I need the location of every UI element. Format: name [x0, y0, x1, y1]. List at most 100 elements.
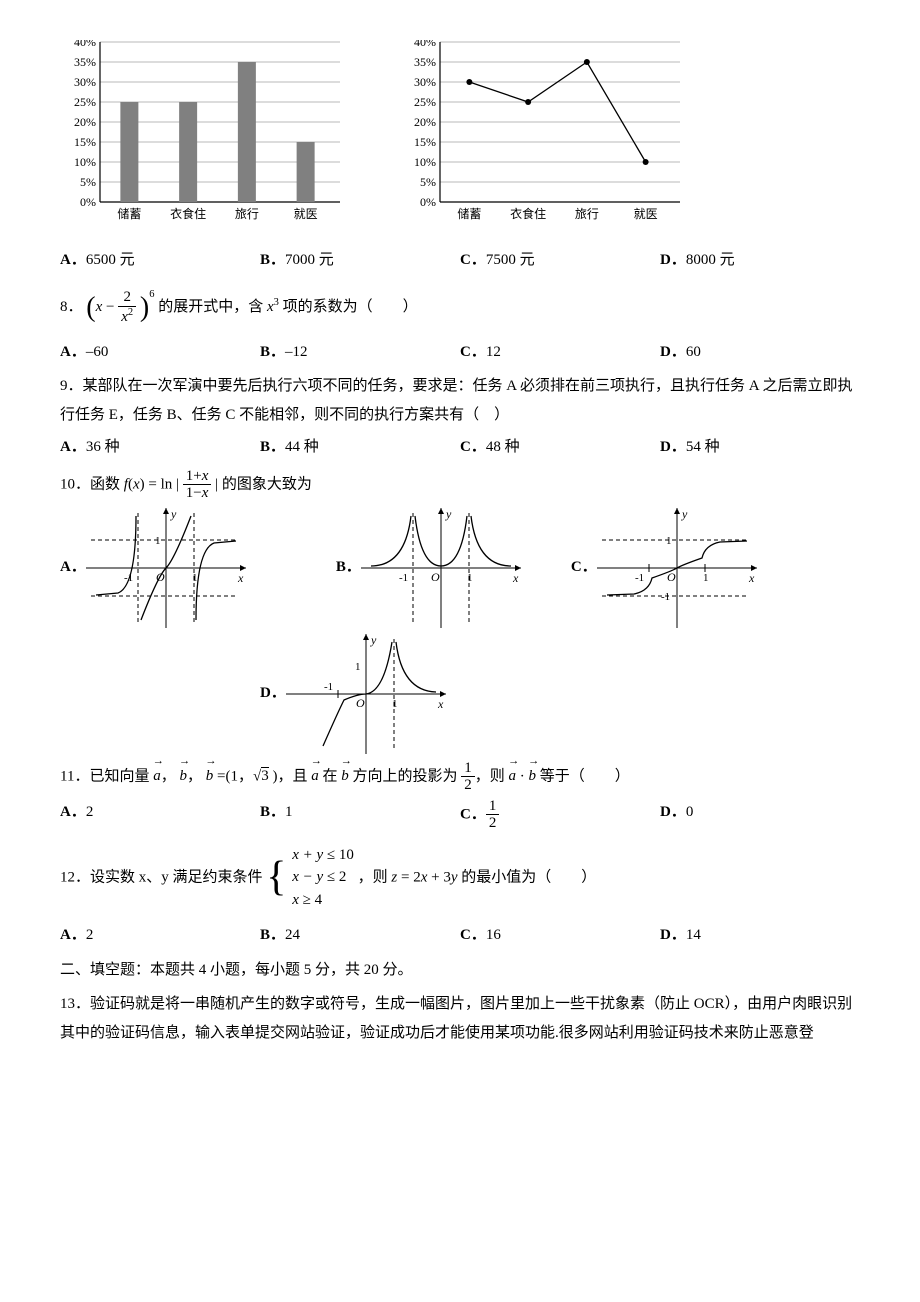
svg-text:就医: 就医 — [634, 207, 658, 221]
svg-text:1: 1 — [703, 572, 709, 584]
opt-a: A．2 — [60, 921, 260, 950]
svg-text:y: y — [681, 508, 688, 521]
q8: 8． (x − 2x2 )6 的展开式中，含 x3 项的系数为（ ） — [60, 281, 860, 334]
opt-d: D．14 — [660, 921, 860, 950]
q11-num: 11 — [60, 768, 74, 784]
svg-text:0%: 0% — [420, 195, 436, 209]
svg-text:30%: 30% — [74, 75, 96, 89]
opt-d: D．8000 元 — [660, 246, 860, 275]
q8-num: 8 — [60, 299, 68, 315]
svg-text:储蓄: 储蓄 — [117, 206, 141, 221]
q11-options: A．2 B．1 C．12 D．0 — [60, 798, 860, 832]
charts-row: 0% 5% 10% 15% 20% 25% 30% 35% 40% 储蓄 衣食住 旅行 就医 0% 5% 1… — [60, 40, 860, 240]
opt-a: A．6500 元 — [60, 246, 260, 275]
svg-text:20%: 20% — [74, 115, 96, 129]
svg-text:1: 1 — [666, 535, 672, 547]
opt-a: A．–60 — [60, 338, 260, 367]
svg-text:20%: 20% — [414, 115, 436, 129]
q8-expression: ( — [86, 281, 95, 334]
svg-text:衣食住: 衣食住 — [510, 206, 546, 221]
svg-text:O: O — [431, 570, 440, 584]
sys-line-1: x + y ≤ 10 — [292, 844, 354, 867]
svg-text:-1: -1 — [124, 572, 133, 584]
svg-text:0%: 0% — [80, 195, 96, 209]
svg-text:25%: 25% — [414, 95, 436, 109]
opt-d: D．60 — [660, 338, 860, 367]
opt-c: C．7500 元 — [460, 246, 660, 275]
opt-b: B．–12 — [260, 338, 460, 367]
opt-c: C．12 — [460, 798, 660, 832]
svg-text:25%: 25% — [74, 95, 96, 109]
q13: 13．验证码就是将一串随机产生的数字或符号，生成一幅图片，图片里加上一些干扰象素… — [60, 990, 860, 1047]
svg-text:35%: 35% — [74, 55, 96, 69]
svg-text:35%: 35% — [414, 55, 436, 69]
svg-text:15%: 15% — [74, 135, 96, 149]
svg-text:x: x — [748, 571, 755, 585]
opt-b: B．24 — [260, 921, 460, 950]
svg-text:1: 1 — [155, 535, 161, 547]
svg-text:x: x — [512, 571, 519, 585]
q10-opt-b: B． x y O-11 — [336, 508, 521, 628]
opt-b: B．44 种 — [260, 433, 460, 462]
opt-a: A．2 — [60, 798, 260, 832]
graph-b: x y O -1 1 — [361, 508, 521, 628]
svg-text:-1: -1 — [661, 591, 670, 603]
section2-title: 二、填空题：本题共 4 小题，每小题 5 分，共 20 分。 — [60, 956, 860, 985]
svg-text:1: 1 — [192, 572, 198, 584]
q7-options: A．6500 元 B．7000 元 C．7500 元 D．8000 元 — [60, 246, 860, 275]
svg-text:x: x — [437, 697, 444, 711]
opt-c: C．48 种 — [460, 433, 660, 462]
graph-a: x y O-111 — [86, 508, 246, 628]
svg-text:30%: 30% — [414, 75, 436, 89]
svg-text:x: x — [237, 571, 244, 585]
q8-options: A．–60 B．–12 C．12 D．60 — [60, 338, 860, 367]
svg-text:5%: 5% — [420, 175, 436, 189]
q10-graphs-row1: A． x y O-111 B． x y O-11 C． x y O-111-1 — [60, 508, 860, 628]
svg-text:15%: 15% — [414, 135, 436, 149]
q13-num: 13 — [60, 996, 75, 1012]
svg-text:O: O — [356, 696, 365, 710]
opt-c: C．16 — [460, 921, 660, 950]
svg-text:-1: -1 — [324, 681, 333, 693]
q10-opt-d: D． x y O-111 — [260, 634, 446, 754]
svg-text:就医: 就医 — [294, 207, 318, 221]
svg-text:1: 1 — [392, 698, 398, 710]
svg-text:1: 1 — [355, 661, 361, 673]
sys-line-3: x ≥ 4 — [292, 889, 354, 912]
q10-graphs-row2: D． x y O-111 — [60, 634, 860, 754]
q12-options: A．2 B．24 C．16 D．14 — [60, 921, 860, 950]
opt-b: B．1 — [260, 798, 460, 832]
svg-text:y: y — [445, 508, 452, 521]
svg-text:y: y — [370, 634, 377, 647]
opt-c: C．12 — [460, 338, 660, 367]
svg-text:储蓄: 储蓄 — [457, 206, 481, 221]
svg-text:10%: 10% — [74, 155, 96, 169]
svg-text:5%: 5% — [80, 175, 96, 189]
q10-num: 10 — [60, 476, 75, 492]
q9-options: A．36 种 B．44 种 C．48 种 D．54 种 — [60, 433, 860, 462]
q12-num: 12 — [60, 869, 75, 885]
bar-chart: 0%5%10%15%20%25%30%35%40%储蓄衣食住旅行就医 — [60, 40, 340, 240]
opt-b: B．7000 元 — [260, 246, 460, 275]
q11: 11．已知向量 a， b， b =(1，√3 )，且 a 在 b 方向上的投影为… — [60, 760, 860, 794]
opt-d: D．0 — [660, 798, 860, 832]
svg-text:10%: 10% — [414, 155, 436, 169]
svg-text:40%: 40% — [74, 40, 96, 49]
svg-text:-1: -1 — [635, 572, 644, 584]
q9: 9．某部队在一次军演中要先后执行六项不同的任务，要求是：任务 A 必须排在前三项… — [60, 372, 860, 429]
svg-text:y: y — [170, 508, 177, 521]
svg-text:40%: 40% — [414, 40, 436, 49]
graph-c: x y O-111-1 — [597, 508, 757, 628]
q10: 10．函数 f(x) = ln | 1+x1−x | 的图象大致为 — [60, 468, 860, 502]
sys-line-2: x − y ≤ 2 — [292, 866, 354, 889]
opt-a: A．36 种 — [60, 433, 260, 462]
svg-text:-1: -1 — [399, 572, 408, 584]
svg-text:旅行: 旅行 — [235, 207, 259, 221]
svg-text:1: 1 — [467, 572, 473, 584]
graph-d: x y O -1 1 1 — [286, 634, 446, 754]
q10-opt-a: A． x y O-111 — [60, 508, 246, 628]
line-chart: 0% 5% 10% 15% 20% 25% 30% 35% 40% 储蓄 衣食住 旅行 就医 — [400, 40, 680, 240]
svg-text:旅行: 旅行 — [575, 207, 599, 221]
q9-num: 9 — [60, 378, 68, 394]
q12: 12．设实数 x、y 满足约束条件 { x + y ≤ 10 x − y ≤ 2… — [60, 838, 860, 918]
